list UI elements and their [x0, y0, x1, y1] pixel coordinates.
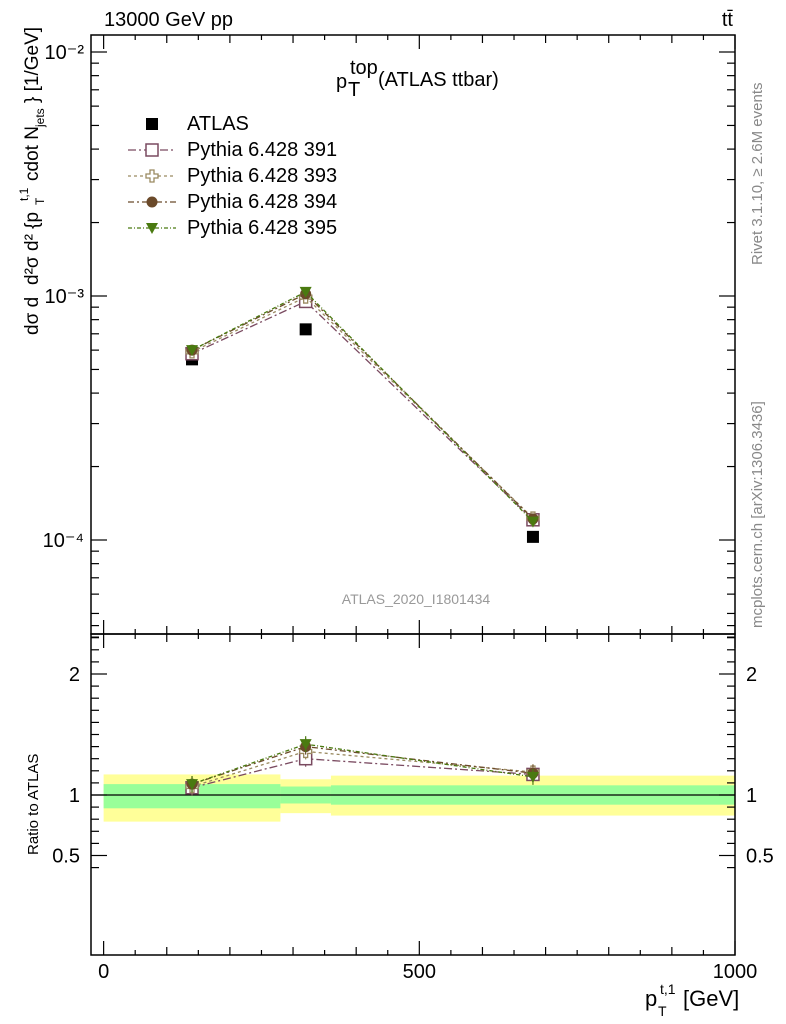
- ratio-point-4: [526, 771, 539, 783]
- x-tick-label: 0: [98, 961, 109, 983]
- main-point-0: [299, 323, 312, 336]
- ratio-y-tick-label: 0.5: [52, 846, 80, 868]
- ratio-point-4: [299, 739, 312, 751]
- plot-title: p T top (ATLAS ttbar): [336, 57, 499, 101]
- x-tick-label: 1000: [713, 961, 758, 983]
- legend-label-1: Pythia 6.428 391: [187, 139, 337, 161]
- legend-label-0: ATLAS: [187, 113, 249, 135]
- legend-marker-2: [145, 169, 159, 183]
- x-label-main: p: [645, 986, 657, 1011]
- main-point-4: [299, 286, 312, 298]
- title-tail: (ATLAS ttbar): [378, 69, 499, 91]
- svg-text:d² {p: d² {p: [22, 212, 43, 251]
- x-tick-label: 500: [403, 961, 436, 983]
- ratio-y-tick-label-right: 2: [746, 664, 757, 686]
- title-sub: T: [348, 79, 360, 101]
- legend-label-3: Pythia 6.428 394: [187, 191, 337, 213]
- x-label-unit: [GeV]: [683, 986, 739, 1011]
- ratio-y-tick-label-right: 1: [746, 785, 757, 807]
- title-sup: top: [350, 57, 378, 79]
- svg-text:} [1/GeV]: } [1/GeV]: [22, 27, 43, 103]
- svg-text:jets: jets: [33, 108, 47, 128]
- rivet-label: Rivet 3.1.10, ≥ 2.6M events: [749, 83, 766, 266]
- main-y-tick-label: 10⁻²: [45, 42, 85, 64]
- main-y-tick-label: 10⁻³: [45, 286, 85, 308]
- ratio-y-tick-label: 2: [69, 664, 80, 686]
- svg-text:T: T: [33, 197, 47, 205]
- x-label-sub: T: [658, 1003, 667, 1019]
- svg-text:t,1: t,1: [17, 187, 31, 201]
- legend-label-2: Pythia 6.428 393: [187, 165, 337, 187]
- ratio-series-line-2: [191, 750, 534, 788]
- y-axis-label: dσ d d²σ d² {p T t,1 cdot N jets } [1/Ge…: [17, 27, 47, 335]
- process-label: tt̄: [722, 9, 734, 31]
- ratio-y-tick-label: 1: [69, 785, 80, 807]
- main-series-line-1: [191, 300, 534, 521]
- svg-text:d²σ: d²σ: [22, 256, 43, 285]
- main-series-line-4: [191, 291, 534, 523]
- x-axis-label: p T t,1 [GeV]: [645, 981, 739, 1019]
- svg-text:dσ d: dσ d: [22, 297, 43, 335]
- beam-label: 13000 GeV pp: [104, 9, 233, 31]
- main-point-0: [526, 530, 539, 543]
- svg-text:cdot N: cdot N: [22, 126, 43, 181]
- legend: ATLAS Pythia 6.428 391 Pythia 6.428 393 Pyt…: [128, 113, 337, 239]
- legend-marker-0: [146, 118, 158, 130]
- legend-marker-1: [145, 143, 159, 157]
- x-label-sup: t,1: [660, 981, 676, 997]
- legend-label-4: Pythia 6.428 395: [187, 217, 337, 239]
- legend-marker-3: [146, 196, 158, 208]
- legend-marker-4: [146, 223, 158, 234]
- main-point-4: [186, 345, 199, 357]
- ratio-panel: 0 500 1000 0.5 0.5 1 1 2 2: [52, 624, 774, 983]
- main-series-line-2: [191, 296, 534, 519]
- title-main: p: [336, 71, 347, 93]
- ratio-y-tick-label-right: 0.5: [746, 846, 774, 868]
- main-y-tick-label: 10⁻⁴: [43, 530, 84, 552]
- analysis-tag: ATLAS_2020_I1801434: [342, 591, 491, 607]
- main-point-4: [526, 516, 539, 528]
- ratio-point-4: [186, 779, 199, 791]
- mcplots-label: mcplots.cern.ch [arXiv:1306.3436]: [749, 401, 766, 628]
- ratio-y-label: Ratio to ATLAS: [25, 754, 42, 855]
